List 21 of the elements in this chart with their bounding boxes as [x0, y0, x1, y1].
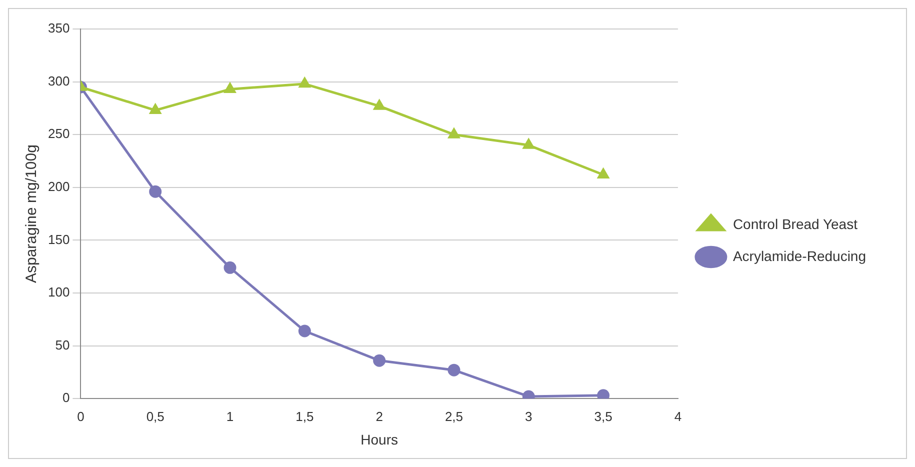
legend-label: Acrylamide-Reducing [732, 248, 866, 264]
y-tick-label: 150 [48, 232, 70, 247]
x-tick-label: 3 [525, 408, 532, 424]
y-tick-label: 0 [62, 390, 70, 406]
x-tick-label: 0,5 [146, 408, 164, 424]
x-tick-label: 1,5 [296, 408, 314, 424]
x-axis-title: Hours [360, 431, 398, 448]
y-tick-label: 200 [48, 178, 70, 194]
x-tick-label: 2 [376, 408, 383, 424]
y-tick-label: 100 [48, 284, 70, 300]
y-tick-label: 50 [55, 337, 70, 352]
y-tick-label: 250 [48, 126, 70, 142]
x-tick-label: 2,5 [444, 408, 464, 424]
y-axis-title: Asparagine mg/100g [23, 144, 40, 284]
x-tick-label: 3,5 [594, 408, 612, 424]
y-tick-label: 350 [48, 20, 70, 36]
legend-label: Control Bread Yeast [732, 216, 858, 232]
y-tick-label: 300 [48, 73, 70, 88]
x-tick-label: 0 [77, 408, 84, 424]
x-tick-label: 1 [226, 408, 234, 424]
x-tick-label: 4 [674, 408, 682, 424]
